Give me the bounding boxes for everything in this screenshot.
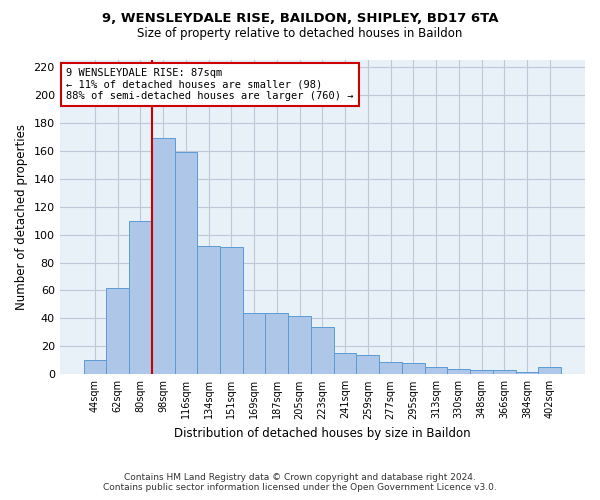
Bar xyxy=(493,370,515,374)
Bar xyxy=(402,363,425,374)
Bar xyxy=(470,370,493,374)
Bar xyxy=(129,220,152,374)
Bar xyxy=(448,368,470,374)
Bar xyxy=(515,372,538,374)
Bar xyxy=(106,288,129,374)
Text: Contains HM Land Registry data © Crown copyright and database right 2024.
Contai: Contains HM Land Registry data © Crown c… xyxy=(103,473,497,492)
Bar xyxy=(83,360,106,374)
Bar xyxy=(152,138,175,374)
Bar xyxy=(243,313,265,374)
Bar xyxy=(334,354,356,374)
Bar xyxy=(425,368,448,374)
Text: 9, WENSLEYDALE RISE, BAILDON, SHIPLEY, BD17 6TA: 9, WENSLEYDALE RISE, BAILDON, SHIPLEY, B… xyxy=(102,12,498,26)
Bar xyxy=(220,247,243,374)
Bar xyxy=(379,362,402,374)
Bar xyxy=(538,368,561,374)
Bar xyxy=(288,316,311,374)
Bar xyxy=(197,246,220,374)
Text: 9 WENSLEYDALE RISE: 87sqm
← 11% of detached houses are smaller (98)
88% of semi-: 9 WENSLEYDALE RISE: 87sqm ← 11% of detac… xyxy=(66,68,353,101)
Bar xyxy=(356,354,379,374)
Bar xyxy=(265,313,288,374)
Text: Size of property relative to detached houses in Baildon: Size of property relative to detached ho… xyxy=(137,28,463,40)
Bar xyxy=(311,327,334,374)
X-axis label: Distribution of detached houses by size in Baildon: Distribution of detached houses by size … xyxy=(174,427,470,440)
Bar xyxy=(175,152,197,374)
Y-axis label: Number of detached properties: Number of detached properties xyxy=(15,124,28,310)
